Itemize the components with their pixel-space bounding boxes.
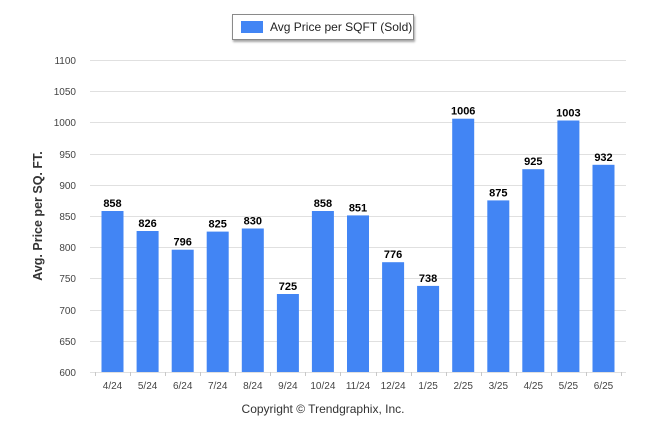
x-tick-label: 5/24 — [138, 381, 158, 392]
data-label: 830 — [244, 216, 262, 228]
bar — [347, 215, 369, 372]
bar — [276, 294, 299, 372]
data-label: 858 — [314, 198, 332, 210]
x-tick-label: 2/25 — [453, 381, 473, 392]
bar — [241, 228, 264, 372]
x-tick-label: 6/24 — [173, 381, 193, 392]
bar — [592, 164, 615, 372]
y-tick-label: 1000 — [54, 118, 77, 129]
bar — [311, 211, 334, 372]
y-tick-labels: 600 650 700 750 800 850 900 950 1000 1050 1100 — [54, 56, 77, 379]
bar — [557, 120, 580, 372]
data-label: 851 — [349, 202, 367, 214]
y-tick-label: 600 — [59, 368, 76, 379]
bar — [417, 285, 440, 372]
y-tick-label: 700 — [59, 306, 76, 317]
data-label: 1003 — [556, 108, 580, 120]
y-tick-label: 650 — [59, 337, 76, 348]
x-tick-labels: 4/24 5/24 6/24 7/24 8/24 9/24 10/24 11/24 12/24 1… — [95, 372, 622, 392]
data-label: 858 — [103, 198, 121, 210]
bar — [487, 200, 510, 372]
x-tick-label: 8/24 — [243, 381, 263, 392]
data-label: 925 — [524, 156, 542, 168]
legend-label: Avg Price per SQFT (Sold) — [270, 20, 413, 34]
bar — [136, 231, 159, 372]
data-label: 932 — [594, 152, 612, 164]
x-tick-label: 7/24 — [208, 381, 228, 392]
x-tick-label: 10/24 — [310, 381, 335, 392]
bar — [101, 211, 124, 372]
x-tick-label: 4/25 — [524, 381, 544, 392]
x-tick-label: 4/24 — [103, 381, 123, 392]
legend-swatch — [241, 21, 263, 33]
x-tick-label: 5/25 — [559, 381, 579, 392]
bar — [522, 169, 545, 372]
data-label: 738 — [419, 273, 437, 285]
data-label: 1006 — [451, 106, 475, 118]
y-tick-label: 850 — [59, 212, 76, 223]
data-labels: 858 826 796 825 830 725 858 851 776 738 1006 875 925… — [103, 106, 612, 293]
legend: Avg Price per SQFT (Sold) — [232, 14, 414, 40]
data-label: 796 — [174, 237, 192, 249]
y-tick-label: 1100 — [54, 56, 76, 67]
y-tick-label: 750 — [59, 274, 76, 285]
y-tick-label: 1050 — [54, 87, 77, 98]
bar — [206, 231, 229, 372]
bars — [101, 118, 615, 372]
x-tick-label: 6/25 — [594, 381, 614, 392]
x-tick-label: 9/24 — [278, 381, 298, 392]
data-label: 725 — [279, 281, 297, 293]
copyright-text: Copyright © Trendgraphix, Inc. — [241, 402, 405, 416]
data-label: 826 — [138, 218, 156, 230]
bar — [382, 262, 405, 372]
y-tick-label: 900 — [59, 181, 76, 192]
x-tick-label: 1/25 — [418, 381, 438, 392]
x-tick-label: 12/24 — [381, 381, 406, 392]
bar — [452, 118, 475, 372]
data-label: 875 — [489, 187, 507, 199]
y-tick-label: 950 — [59, 150, 76, 161]
bar — [171, 249, 194, 372]
data-label: 776 — [384, 249, 402, 261]
y-tick-label: 800 — [59, 243, 76, 254]
x-tick-label: 11/24 — [346, 381, 371, 392]
data-label: 825 — [209, 219, 227, 231]
x-tick-label: 3/25 — [489, 381, 509, 392]
